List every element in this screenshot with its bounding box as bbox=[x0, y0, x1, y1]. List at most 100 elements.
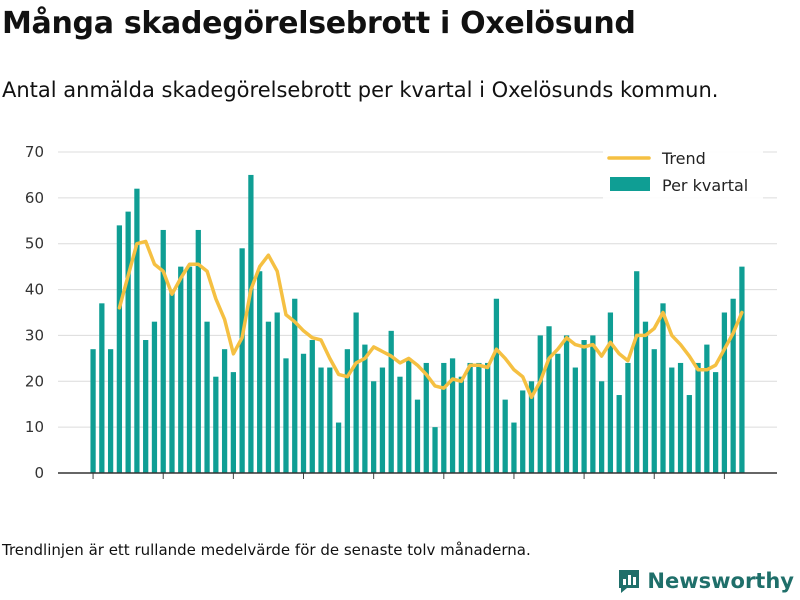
bar bbox=[686, 395, 692, 473]
y-tick-label: 70 bbox=[25, 143, 44, 161]
bar bbox=[423, 362, 429, 473]
bar bbox=[353, 312, 359, 473]
bars bbox=[90, 174, 745, 473]
legend: Trend Per kvartal bbox=[603, 146, 763, 202]
bar bbox=[546, 326, 552, 473]
bar bbox=[90, 349, 96, 473]
bar bbox=[502, 399, 508, 473]
bar bbox=[537, 335, 543, 473]
bar bbox=[239, 248, 245, 473]
trend-line bbox=[117, 239, 744, 400]
bar bbox=[134, 188, 140, 473]
x-tick-label: 2014 bbox=[355, 489, 393, 490]
y-tick-label: 10 bbox=[25, 418, 44, 436]
bar bbox=[283, 358, 289, 473]
bar bbox=[485, 362, 491, 473]
bar bbox=[581, 340, 587, 473]
bar bbox=[476, 362, 482, 473]
bar bbox=[704, 344, 710, 473]
x-tick-label: 2018 bbox=[495, 489, 533, 490]
bar bbox=[300, 353, 307, 473]
bar bbox=[406, 358, 412, 473]
bar bbox=[204, 321, 210, 473]
y-tick-label: 20 bbox=[25, 372, 44, 390]
bar bbox=[344, 349, 350, 473]
bar bbox=[221, 349, 228, 473]
x-tick-label: 2006 bbox=[74, 489, 112, 490]
bar-chart-logo-icon bbox=[619, 570, 640, 593]
bar bbox=[721, 312, 728, 473]
bar bbox=[695, 362, 701, 473]
bar bbox=[730, 298, 736, 473]
bar bbox=[213, 376, 219, 473]
bar bbox=[660, 303, 666, 473]
bar bbox=[99, 303, 105, 473]
bar bbox=[739, 266, 745, 473]
bar bbox=[186, 266, 193, 473]
bar bbox=[318, 367, 324, 473]
bar bbox=[335, 422, 342, 473]
x-tick-label: 2012 bbox=[284, 489, 322, 490]
bar bbox=[607, 312, 614, 473]
bar bbox=[712, 372, 719, 473]
bar bbox=[379, 367, 386, 473]
bar bbox=[669, 367, 675, 473]
bar bbox=[178, 266, 184, 473]
bar bbox=[169, 289, 175, 473]
bar bbox=[563, 335, 570, 473]
bar bbox=[292, 298, 298, 473]
bar bbox=[511, 422, 517, 473]
bar bbox=[116, 225, 123, 473]
bar bbox=[634, 271, 640, 473]
trend-layer bbox=[117, 239, 744, 400]
bar bbox=[397, 376, 403, 473]
gridlines bbox=[58, 151, 777, 428]
bar bbox=[265, 321, 272, 473]
bar bbox=[432, 427, 438, 473]
newsworthy-logo[interactable]: Newsworthy bbox=[617, 568, 794, 594]
bar bbox=[195, 229, 201, 473]
y-tick-label: 0 bbox=[34, 464, 44, 482]
bar bbox=[160, 229, 166, 473]
bar bbox=[642, 321, 649, 473]
bar bbox=[414, 399, 421, 473]
bar bbox=[151, 321, 158, 473]
y-tick-label: 40 bbox=[25, 281, 44, 299]
x-tick-label: 2016 bbox=[425, 489, 463, 490]
bar bbox=[309, 340, 315, 473]
footnote: Trendlinjen är ett rullande medelvärde f… bbox=[2, 541, 531, 559]
legend-bar-label: Per kvartal bbox=[662, 176, 748, 195]
bar bbox=[125, 211, 131, 473]
y-tick-label: 60 bbox=[25, 189, 44, 207]
bar bbox=[493, 298, 500, 473]
bar bbox=[572, 367, 578, 473]
bar bbox=[528, 381, 535, 473]
bar bbox=[677, 362, 684, 473]
bar bbox=[327, 367, 333, 473]
bar bbox=[520, 390, 526, 473]
axes: 0 10 20 30 40 50 60 70 2006 2008 2010 2012 2014 2016 2… bbox=[25, 143, 777, 490]
x-tick-label: 2024 bbox=[705, 489, 743, 490]
bar bbox=[458, 376, 464, 473]
bar bbox=[599, 381, 605, 473]
bar bbox=[616, 395, 622, 473]
x-tick-label: 2022 bbox=[635, 489, 673, 490]
y-tick-label: 50 bbox=[25, 235, 44, 253]
bar bbox=[107, 349, 114, 473]
bar bbox=[388, 330, 394, 473]
bar bbox=[257, 271, 263, 473]
x-tick-label: 2010 bbox=[214, 489, 252, 490]
chart: 0 10 20 30 40 50 60 70 2006 2008 2010 2012 2014 2016 2… bbox=[25, 143, 777, 490]
bar bbox=[555, 353, 561, 473]
bar bbox=[590, 335, 596, 473]
chart-title: Många skadegörelsebrott i Oxelösund bbox=[2, 6, 636, 41]
legend-background bbox=[603, 146, 763, 202]
bar bbox=[625, 362, 631, 473]
bar bbox=[371, 381, 377, 473]
x-tick-label: 2020 bbox=[565, 489, 603, 490]
bar bbox=[143, 340, 149, 473]
bar bbox=[441, 362, 447, 473]
y-tick-label: 30 bbox=[25, 326, 44, 344]
bar bbox=[449, 358, 456, 473]
x-tick-label: 2008 bbox=[144, 489, 182, 490]
